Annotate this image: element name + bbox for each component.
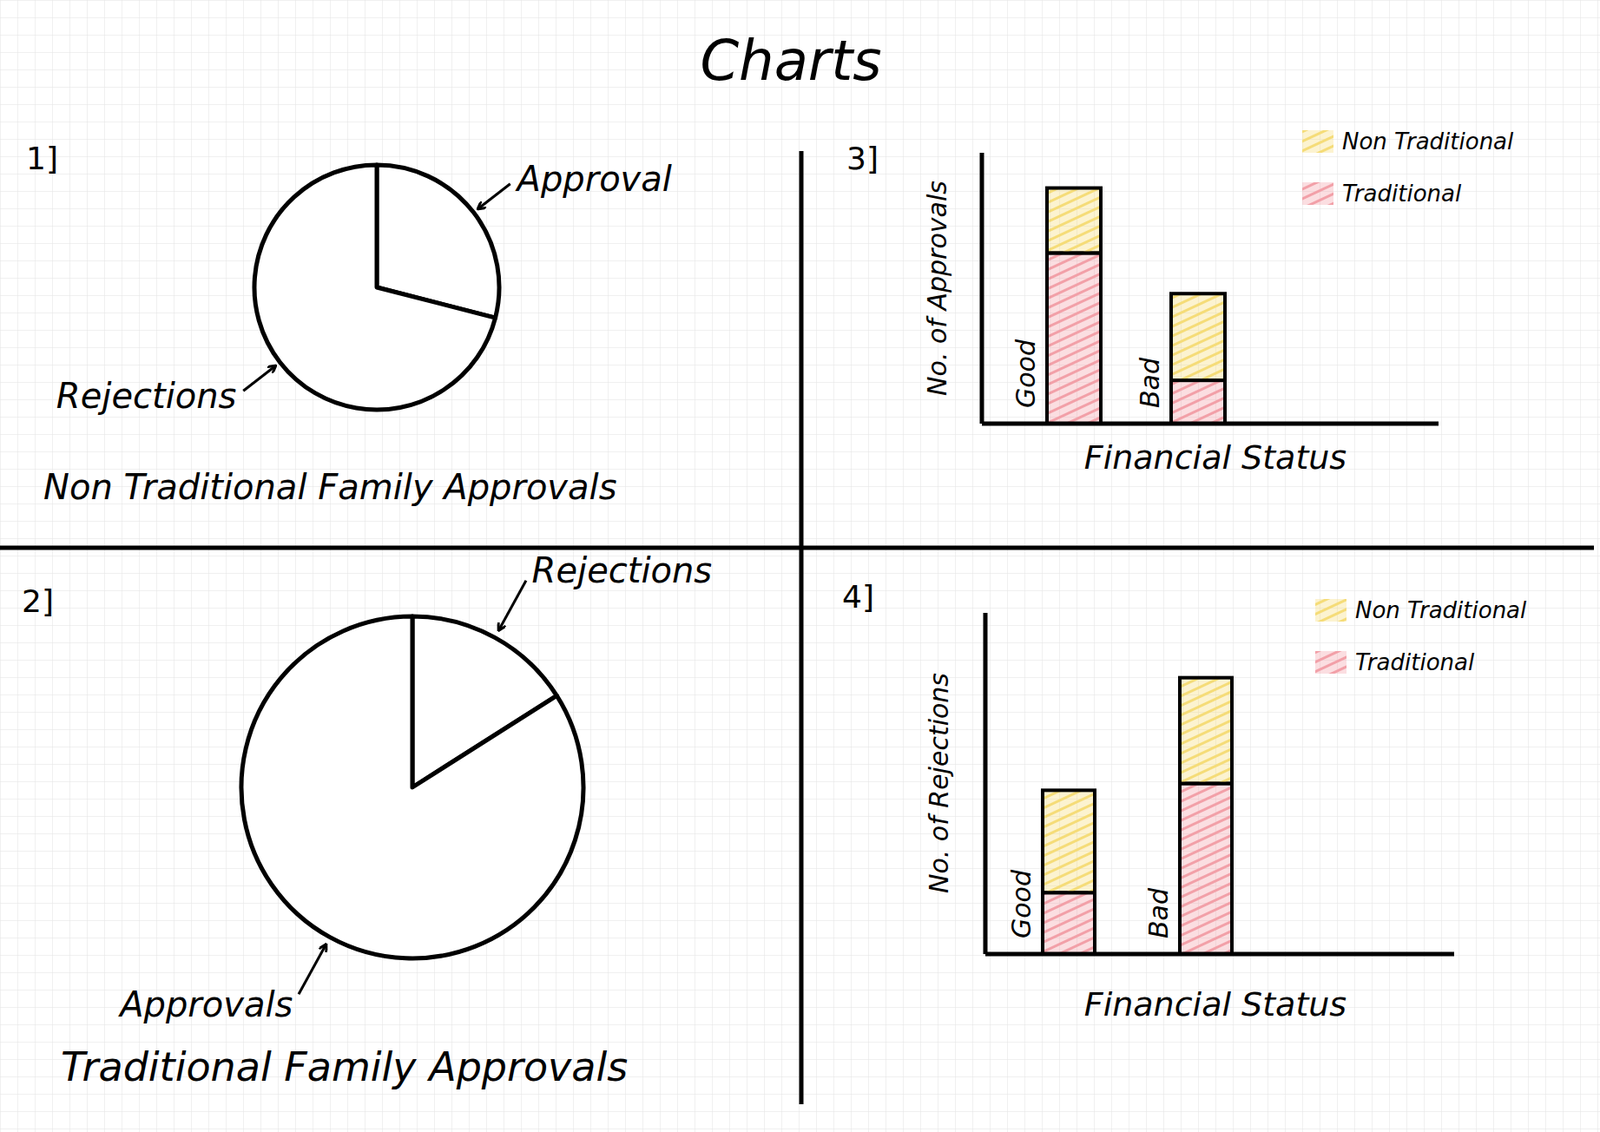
legend: Non Traditional Traditional — [1302, 128, 1515, 207]
legend-swatch — [1302, 182, 1334, 205]
legend-swatch — [1315, 599, 1347, 622]
bar-segment — [1179, 678, 1232, 784]
legend-swatch — [1302, 130, 1334, 153]
chart-caption: Non Traditional Family Approvals — [43, 467, 618, 507]
pie-chart: Approval Rejections Non Traditional Family… — [43, 158, 672, 507]
legend-label: Traditional — [1355, 649, 1475, 676]
legend: Non Traditional Traditional — [1315, 597, 1528, 676]
label-arrow — [298, 944, 326, 995]
category-label: Bad — [1134, 356, 1166, 409]
bar-segment — [1042, 790, 1095, 893]
chart-caption: Traditional Family Approvals — [60, 1043, 628, 1091]
y-axis — [983, 612, 988, 955]
label-arrow — [243, 366, 276, 392]
bar-segment — [1046, 188, 1101, 254]
y-axis-label: No. of Rejections — [923, 672, 955, 894]
page-title: Charts — [699, 28, 882, 93]
legend-label: Non Traditional — [1355, 597, 1528, 624]
bar-segment — [1046, 252, 1101, 424]
legend-label: Traditional — [1342, 180, 1462, 207]
divider-vertical — [799, 151, 804, 1105]
legend-swatch — [1315, 651, 1347, 674]
slice-label: Rejections — [56, 375, 238, 416]
divider-horizontal — [0, 546, 1594, 551]
bar-segment — [1042, 892, 1095, 955]
graph-paper — [0, 0, 1600, 1132]
pie-slice — [241, 616, 584, 959]
panel-number: 2] — [21, 583, 54, 619]
x-axis — [985, 952, 1455, 957]
panel-number: 4] — [842, 579, 875, 615]
pie-slice — [254, 164, 496, 410]
slice-label: Approval — [514, 158, 672, 199]
page: Charts 1] Approval Rejections Non Traditiona… — [0, 0, 1600, 1132]
bars — [1042, 678, 1232, 955]
panel-number: 3] — [846, 140, 879, 177]
slice-label: Rejections — [532, 550, 713, 591]
pie-chart: Rejections Approvals Traditional Family Ap… — [60, 550, 712, 1091]
slice-label: Approvals — [117, 984, 293, 1025]
legend-label: Non Traditional — [1342, 128, 1515, 155]
y-axis — [980, 152, 985, 424]
bar-chart: Good Bad No. of Approvals Financial Status N… — [921, 128, 1515, 477]
bar-chart: Good Bad No. of Rejections Financial Status… — [923, 597, 1528, 1024]
category-label: Bad — [1143, 887, 1174, 939]
x-axis — [981, 421, 1439, 427]
label-arrow — [478, 184, 511, 210]
label-arrow — [499, 580, 527, 631]
bars — [1046, 188, 1225, 424]
x-axis-label: Financial Status — [1084, 438, 1347, 477]
y-axis-label: No. of Approvals — [921, 180, 953, 396]
panel-number: 1] — [26, 140, 59, 177]
bar-segment — [1171, 293, 1225, 381]
bar-segment — [1179, 783, 1232, 955]
category-label: Good — [1006, 869, 1037, 939]
bar-segment — [1171, 380, 1225, 424]
x-axis-label: Financial Status — [1084, 985, 1347, 1024]
category-label: Good — [1010, 338, 1041, 409]
